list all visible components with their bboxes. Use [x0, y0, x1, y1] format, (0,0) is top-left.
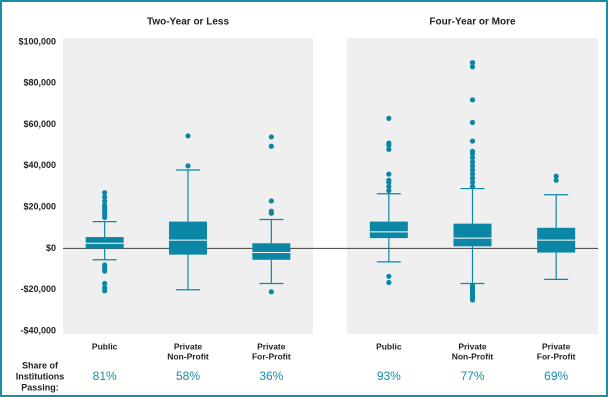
category-label: Private [174, 341, 203, 351]
outlier [469, 138, 476, 144]
outlier [268, 198, 274, 204]
category-label: Public [376, 341, 402, 351]
y-tick-label: $20,000 [23, 202, 56, 212]
outlier [102, 288, 108, 294]
category-label: Private [458, 341, 487, 351]
outlier [102, 202, 108, 208]
outlier [102, 198, 108, 204]
outlier [185, 163, 191, 169]
share-title: Share of [22, 360, 59, 370]
outlier [386, 183, 392, 190]
category-label: Non-Profit [452, 351, 494, 361]
outlier [469, 148, 476, 155]
outlier [469, 171, 476, 177]
outlier [469, 183, 476, 190]
share-value: 93% [377, 369, 401, 383]
box [369, 221, 408, 239]
outlier [386, 171, 392, 177]
y-tick-label: $0 [46, 243, 56, 253]
outlier [386, 140, 392, 146]
outlier [469, 163, 476, 169]
category-label: Non-Profit [167, 351, 209, 361]
outlier [386, 273, 392, 279]
category-label: Private [542, 341, 571, 351]
y-tick-label: -$40,000 [20, 325, 56, 335]
outlier [469, 297, 476, 303]
category-label: For-Profit [537, 351, 576, 361]
outlier [469, 167, 476, 173]
share-value: 58% [176, 369, 200, 383]
outlier [386, 115, 392, 121]
outlier [469, 64, 476, 70]
outlier [469, 60, 476, 66]
share-value: 77% [460, 369, 484, 383]
outlier [185, 133, 191, 139]
share-value: 36% [259, 369, 283, 383]
category-label: For-Profit [252, 351, 291, 361]
outlier [386, 177, 392, 183]
outlier [469, 179, 476, 185]
outlier [386, 279, 392, 286]
outlier [102, 190, 108, 196]
outlier [102, 194, 108, 200]
outlier [102, 280, 108, 287]
share-value: 81% [93, 369, 117, 383]
outlier [553, 177, 559, 183]
outlier [469, 175, 476, 181]
outlier [553, 173, 559, 179]
outlier [469, 159, 476, 165]
box [252, 243, 291, 260]
share-title: Passing: [21, 382, 59, 392]
panel-title: Two-Year or Less [147, 17, 230, 28]
box [85, 237, 124, 249]
y-tick-label: $40,000 [23, 160, 56, 170]
outlier [469, 119, 476, 126]
outlier [268, 143, 274, 149]
outlier [386, 146, 392, 152]
y-tick-label: $60,000 [23, 119, 56, 129]
box [453, 223, 492, 247]
outlier [268, 208, 274, 214]
outlier [102, 268, 108, 274]
panel-title: Four-Year or More [429, 17, 516, 28]
y-tick-label: $100,000 [18, 36, 56, 46]
outlier [268, 289, 274, 295]
category-label: Public [92, 341, 118, 351]
outlier [268, 134, 274, 140]
category-label: Private [257, 341, 286, 351]
outlier [469, 97, 476, 103]
outlier [386, 188, 392, 194]
share-value: 69% [544, 369, 568, 383]
share-title: Institutions [16, 371, 65, 381]
box [169, 221, 207, 255]
y-tick-label: $80,000 [23, 78, 56, 88]
y-tick-label: -$20,000 [20, 284, 56, 294]
outlier [469, 155, 476, 161]
